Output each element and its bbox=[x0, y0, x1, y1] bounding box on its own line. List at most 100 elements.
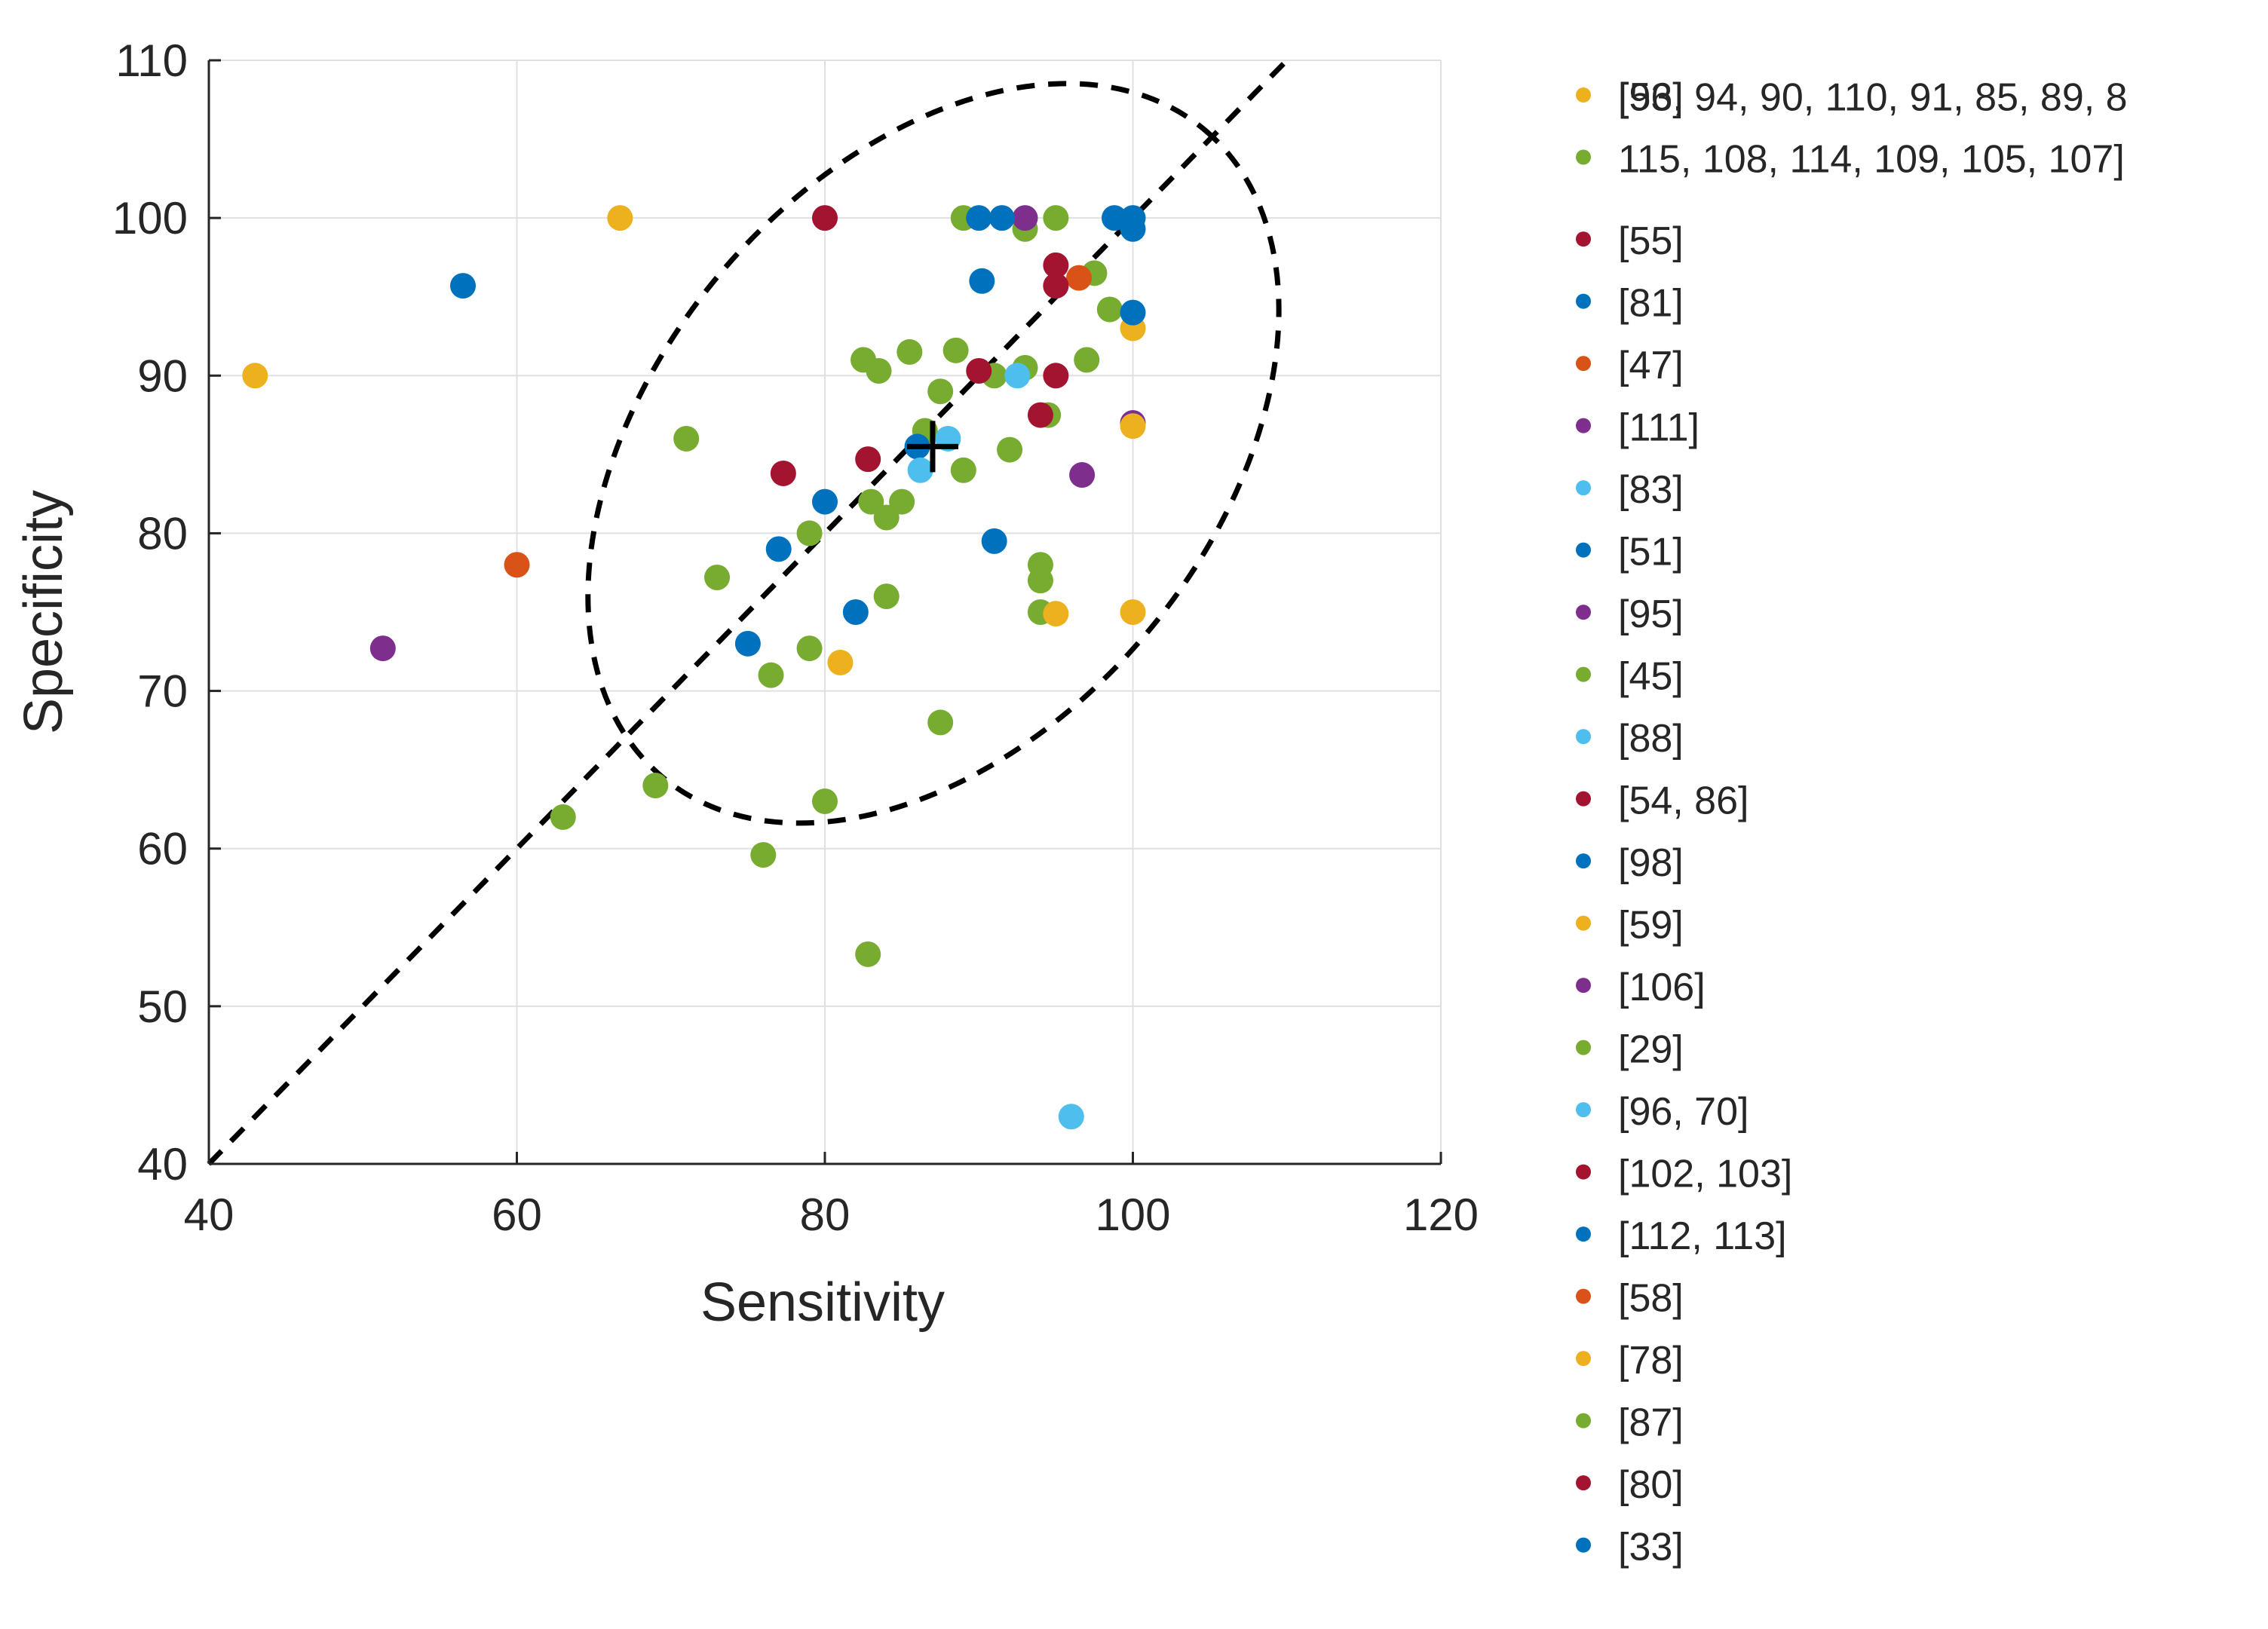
legend-marker bbox=[1576, 729, 1591, 745]
data-point bbox=[988, 205, 1015, 231]
legend-label: [45] bbox=[1618, 655, 1684, 699]
legend-label: [112, 113] bbox=[1618, 1214, 1787, 1258]
legend-item: [96, 70] bbox=[1576, 1090, 1749, 1134]
data-point bbox=[866, 358, 892, 384]
axis-layer bbox=[207, 59, 1442, 1165]
data-point bbox=[950, 457, 976, 483]
legend-marker bbox=[1576, 1040, 1591, 1055]
data-point bbox=[796, 520, 823, 547]
y-axis-title: Specificity bbox=[14, 490, 74, 734]
data-point bbox=[1120, 599, 1146, 625]
data-point bbox=[997, 436, 1023, 463]
data-point bbox=[450, 273, 477, 299]
legend-marker bbox=[1576, 1351, 1591, 1367]
legend-label: [111] bbox=[1618, 406, 1699, 450]
data-point bbox=[1120, 299, 1146, 326]
legend-label: [88] bbox=[1618, 717, 1684, 761]
legend-item: [88] bbox=[1576, 717, 1684, 761]
legend-label: 115, 108, 114, 109, 105, 107] bbox=[1618, 138, 2125, 182]
data-point bbox=[1043, 363, 1069, 389]
data-point bbox=[1101, 205, 1127, 231]
legend-label: [106] bbox=[1618, 966, 1706, 1009]
data-point bbox=[765, 536, 792, 562]
data-point bbox=[927, 709, 954, 736]
data-point bbox=[812, 205, 838, 231]
y-tick-label: 60 bbox=[137, 824, 188, 874]
y-tick-label: 110 bbox=[115, 35, 188, 86]
reference-layer bbox=[207, 58, 1289, 1166]
data-point bbox=[550, 804, 576, 830]
legend-item: [87] bbox=[1576, 1401, 1684, 1445]
legend-label: [95] bbox=[1618, 593, 1684, 636]
data-point bbox=[1043, 205, 1069, 231]
data-point bbox=[1043, 273, 1069, 299]
data-point bbox=[842, 599, 869, 625]
legend-marker bbox=[1576, 1475, 1591, 1491]
legend-marker bbox=[1576, 542, 1591, 558]
legend-item: [93, 94, 90, 110, 91, 85, 89, 8 115, 108,… bbox=[1576, 76, 2128, 182]
legend-label: [80] bbox=[1618, 1463, 1684, 1507]
legend: [56][93, 94, 90, 110, 91, 85, 89, 8 115, … bbox=[1576, 75, 2128, 1569]
legend-label: [29] bbox=[1618, 1028, 1684, 1072]
x-tick-label: 80 bbox=[800, 1190, 851, 1240]
y-tick-label: 100 bbox=[112, 193, 188, 243]
data-point bbox=[673, 425, 700, 452]
data-point bbox=[607, 205, 633, 231]
data-point bbox=[858, 488, 884, 515]
y-tick-label: 40 bbox=[137, 1139, 188, 1190]
legend-item: [95] bbox=[1576, 593, 1684, 636]
data-point bbox=[812, 488, 838, 515]
data-point bbox=[873, 504, 900, 531]
legend-item: [56] bbox=[1576, 75, 1684, 119]
data-point bbox=[1074, 347, 1100, 373]
data-point bbox=[969, 268, 995, 294]
data-point bbox=[1012, 205, 1038, 231]
data-point bbox=[1069, 462, 1096, 488]
data-point bbox=[1027, 552, 1053, 578]
y-tick-label: 80 bbox=[137, 508, 188, 559]
legend-marker bbox=[1576, 356, 1591, 372]
data-point bbox=[1027, 402, 1053, 428]
y-tick-label: 90 bbox=[137, 351, 188, 401]
legend-label: [78] bbox=[1618, 1339, 1684, 1383]
legend-label: [58] bbox=[1618, 1277, 1684, 1321]
legend-marker bbox=[1576, 1226, 1591, 1242]
data-point bbox=[796, 635, 823, 662]
data-point bbox=[1066, 265, 1093, 291]
legend-item: [81] bbox=[1576, 282, 1684, 326]
legend-item: [29] bbox=[1576, 1028, 1684, 1072]
legend-marker bbox=[1576, 1537, 1591, 1553]
data-point bbox=[1043, 252, 1069, 278]
legend-label: [93, 94, 90, 110, 91, 85, 89, 8 bbox=[1618, 76, 2128, 120]
legend-marker bbox=[1576, 418, 1591, 433]
data-point bbox=[770, 460, 796, 486]
data-point bbox=[855, 446, 881, 473]
data-point bbox=[734, 630, 761, 657]
data-point bbox=[504, 552, 530, 578]
y-tick-label: 70 bbox=[137, 666, 188, 717]
legend-marker bbox=[1576, 1288, 1591, 1304]
y-tick-label: 50 bbox=[137, 981, 188, 1032]
data-point bbox=[642, 773, 669, 799]
data-point bbox=[827, 649, 854, 675]
legend-item: [80] bbox=[1576, 1463, 1684, 1507]
data-point bbox=[812, 788, 838, 814]
legend-item: [54, 86] bbox=[1576, 779, 1749, 823]
data-point bbox=[907, 457, 933, 483]
legend-marker bbox=[1576, 605, 1591, 620]
data-point bbox=[873, 583, 900, 610]
legend-item: [112, 113] bbox=[1576, 1214, 1787, 1258]
legend-item: [102, 103] bbox=[1576, 1153, 1792, 1196]
legend-item: [83] bbox=[1576, 468, 1684, 512]
reference-diagonal-line bbox=[207, 58, 1289, 1166]
legend-marker bbox=[1576, 1102, 1591, 1118]
legend-item: [51] bbox=[1576, 531, 1684, 574]
legend-label: [56] bbox=[1618, 75, 1684, 119]
legend-item: [59] bbox=[1576, 904, 1684, 948]
data-point bbox=[1120, 413, 1146, 439]
legend-label: [102, 103] bbox=[1618, 1153, 1792, 1196]
x-tick-label: 40 bbox=[184, 1190, 234, 1240]
legend-item: [58] bbox=[1576, 1277, 1684, 1321]
